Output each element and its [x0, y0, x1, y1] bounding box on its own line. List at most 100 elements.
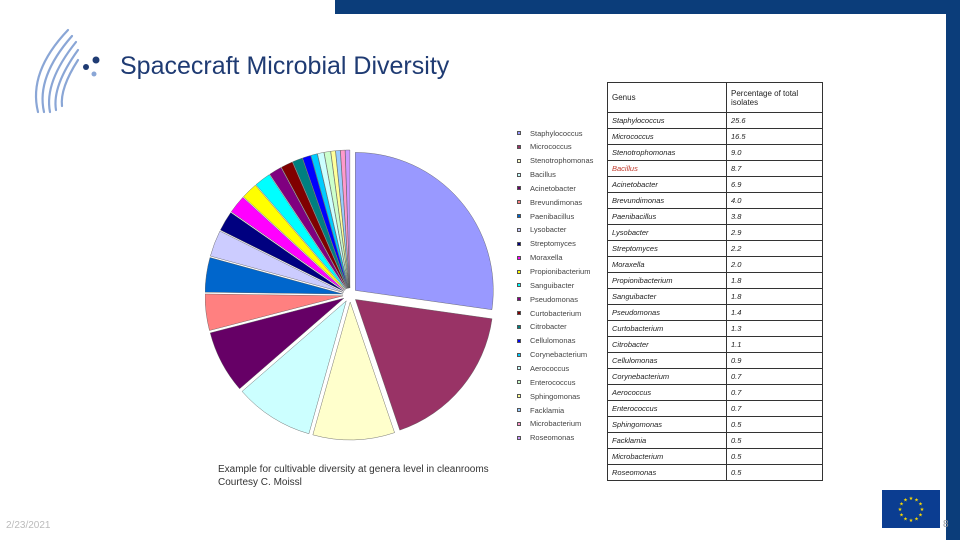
legend-swatch — [517, 352, 521, 357]
legend-swatch — [517, 186, 521, 191]
legend-swatch — [517, 408, 521, 412]
table-row: Staphylococcus 25.6 — [607, 112, 823, 129]
eu-star-icon: ★ — [918, 502, 923, 508]
table-row: Streptomyces 2.2 — [607, 240, 823, 257]
top-brand-bar — [335, 0, 960, 14]
legend-label: Micrococcus — [530, 142, 572, 152]
pie-slice-sanguibacter — [255, 174, 346, 290]
legend-item: Propionibacterium — [517, 267, 590, 277]
table-cell-percentage: 1.8 — [726, 272, 823, 289]
legend-label: Facklamia — [530, 405, 565, 415]
slide-caption: Example for cultivable diversity at gene… — [218, 463, 489, 489]
legend-label: Sanguibacter — [530, 280, 575, 290]
legend-swatch — [517, 158, 521, 163]
legend-label: Corynebacterium — [530, 350, 588, 360]
legend-label: Sphingomonas — [530, 391, 581, 401]
table-row: Brevundimonas 4.0 — [607, 192, 823, 209]
table-cell-percentage: 1.1 — [726, 336, 823, 353]
legend-item: Streptomyces — [517, 239, 576, 249]
legend-item: Lysobacter — [517, 225, 566, 235]
legend-item: Micrococcus — [517, 142, 572, 152]
table-cell-genus: Micrococcus — [607, 128, 727, 145]
table-cell-percentage: 1.3 — [726, 320, 823, 337]
table-cell-genus: Facklamia — [607, 432, 727, 449]
legend-swatch — [517, 172, 521, 177]
legend-label: Aerococcus — [530, 363, 570, 373]
legend-item: Roseomonas — [517, 433, 574, 443]
eu-flag-icon: ★★★★★★★★★ ★ ★★ — [882, 490, 940, 528]
legend-label: Acinetobacter — [530, 183, 576, 193]
table-row: Aerococcus 0.7 — [607, 384, 823, 401]
pie-slice-lysobacter — [210, 230, 344, 293]
legend-label: Staphylococcus — [530, 128, 583, 138]
table-row: Facklamia 0.5 — [607, 432, 823, 449]
table-row: Enterococcus 0.7 — [607, 400, 823, 417]
table-row: Curtobacterium 1.3 — [607, 320, 823, 337]
legend-swatch — [517, 297, 521, 302]
table-cell-percentage: 3.8 — [726, 208, 823, 225]
pie-slice-streptomyces — [220, 212, 345, 292]
table-row: Pseudomonas 1.4 — [607, 304, 823, 321]
eu-star-icon: ★ — [898, 507, 903, 513]
table-cell-genus: Acinetobacter — [607, 176, 727, 193]
table-cell-genus: Roseomonas — [607, 464, 727, 481]
pie-slice-acinetobacter — [209, 298, 344, 390]
legend-item: Cellulomonas — [517, 336, 575, 346]
table-row: Citrobacter 1.1 — [607, 336, 823, 353]
eu-star-icon: ★ — [909, 496, 914, 502]
table-cell-genus: Stenotrophomonas — [607, 144, 727, 161]
pie-slice-staphylococcus — [355, 152, 494, 310]
table-cell-percentage: 0.7 — [726, 400, 823, 417]
caption-line-1: Example for cultivable diversity at gene… — [218, 464, 489, 475]
pie-slice-propionibacterium — [243, 184, 346, 291]
table-row: Roseomonas 0.5 — [607, 464, 823, 481]
legend-item: Acinetobacter — [517, 183, 576, 193]
legend-label: Moraxella — [530, 253, 563, 263]
table-cell-percentage: 0.9 — [726, 352, 823, 369]
legend-swatch — [517, 421, 521, 426]
legend-swatch — [517, 435, 521, 440]
table-cell-genus: Streptomyces — [607, 240, 727, 257]
legend-swatch — [517, 131, 521, 135]
table-row: Moraxella 2.0 — [607, 256, 823, 273]
slide-date: 2/23/2021 — [6, 520, 51, 531]
legend-label: Propionibacterium — [530, 267, 591, 276]
table-cell-percentage: 0.5 — [726, 464, 823, 481]
legend-swatch — [517, 200, 521, 205]
table-cell-percentage: 8.7 — [726, 160, 823, 177]
legend-label: Enterococcus — [530, 377, 576, 387]
pie-slice-corynebacterium — [310, 153, 349, 289]
legend-item: Moraxella — [517, 253, 563, 263]
legend-swatch — [517, 269, 521, 274]
legend-item: Sanguibacter — [517, 280, 574, 290]
eu-star-icon: ★ — [903, 517, 908, 523]
legend-label: Curtobacterium — [530, 308, 582, 318]
table-cell-percentage: 9.0 — [726, 144, 823, 161]
table-cell-genus: Brevundimonas — [607, 192, 727, 209]
legend-label: Microbacterium — [530, 419, 582, 429]
pie-slice-stenotrophomonas — [312, 301, 395, 441]
eu-star-icon: ★ — [920, 507, 925, 513]
table-cell-percentage: 0.5 — [726, 416, 823, 433]
table-cell-genus: Curtobacterium — [607, 320, 727, 337]
legend-item: Corynebacterium — [517, 350, 587, 360]
legend-label: Bacillus — [530, 170, 556, 180]
table-cell-percentage: 2.2 — [726, 240, 823, 257]
table-cell-genus: Cellulomonas — [607, 352, 727, 369]
table-cell-genus: Bacillus — [607, 160, 727, 177]
slide-title: Spacecraft Microbial Diversity — [120, 52, 450, 80]
table-row: Sanguibacter 1.8 — [607, 288, 823, 305]
legend-swatch — [517, 214, 521, 219]
table-row: Lysobacter 2.9 — [607, 224, 823, 241]
table-cell-genus: Moraxella — [607, 256, 727, 273]
legend-swatch — [517, 324, 521, 329]
pie-slice-brevundimonas — [205, 293, 344, 331]
eu-star-icon: ★ — [914, 497, 919, 503]
table-cell-percentage: 16.5 — [726, 128, 823, 145]
table-cell-percentage: 25.6 — [726, 112, 823, 129]
table-cell-percentage: 1.4 — [726, 304, 823, 321]
table-cell-percentage: 2.9 — [726, 224, 823, 241]
right-brand-bar — [946, 0, 960, 540]
legend-swatch — [517, 144, 521, 149]
table-row: Paenibacillus 3.8 — [607, 208, 823, 225]
